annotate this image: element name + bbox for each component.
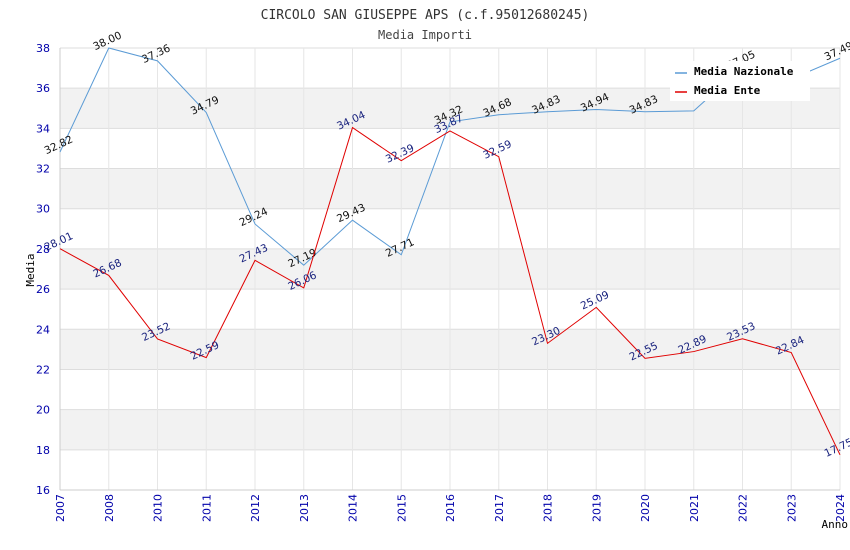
legend-background	[670, 61, 810, 101]
y-tick-label: 16	[36, 484, 50, 497]
x-tick-label: 2022	[737, 494, 750, 522]
legend: Media Nazionale Media Ente	[670, 61, 810, 101]
x-tick-label: 2011	[200, 494, 213, 522]
x-axis-label: Anno	[822, 518, 849, 531]
y-tick-label: 30	[36, 203, 50, 216]
chart-subtitle: Media Importi	[378, 28, 472, 42]
y-tick-label: 24	[36, 323, 50, 336]
y-axis: 16 18 20 22 24 26 28 30 32 34 36 38	[36, 42, 50, 497]
y-tick-label: 22	[36, 363, 50, 376]
x-tick-label: 2013	[298, 494, 311, 522]
x-tick-label: 2008	[103, 494, 116, 522]
x-tick-label: 2012	[249, 494, 262, 522]
legend-label-nazionale: Media Nazionale	[694, 65, 794, 78]
y-tick-label: 28	[36, 243, 50, 256]
x-tick-label: 2007	[54, 494, 67, 522]
y-tick-label: 36	[36, 82, 50, 95]
x-tick-label: 2017	[493, 494, 506, 522]
x-tick-label: 2016	[444, 494, 457, 522]
x-tick-label: 2019	[590, 494, 603, 522]
x-tick-label: 2014	[347, 494, 360, 522]
y-tick-label: 20	[36, 404, 50, 417]
y-tick-label: 18	[36, 444, 50, 457]
x-tick-label: 2020	[639, 494, 652, 522]
x-tick-label: 2023	[785, 494, 798, 522]
x-tick-label: 2015	[395, 494, 408, 522]
chart-title: CIRCOLO SAN GIUSEPPE APS (c.f.9501268024…	[261, 8, 590, 23]
y-axis-label: Media	[24, 253, 37, 286]
y-tick-label: 38	[36, 42, 50, 55]
x-tick-label: 2024	[834, 494, 847, 522]
x-tick-label: 2018	[542, 494, 555, 522]
x-tick-label: 2021	[688, 494, 701, 522]
x-axis: 2007 2008 2010 2011 2012 2013 2014 2015 2016 2017…	[54, 494, 847, 522]
legend-label-ente: Media Ente	[694, 84, 761, 97]
y-tick-label: 32	[36, 163, 50, 176]
series-line-ente	[59, 126, 841, 456]
y-tick-label: 26	[36, 283, 50, 296]
y-tick-label: 34	[36, 122, 50, 135]
x-tick-label: 2010	[152, 494, 165, 522]
